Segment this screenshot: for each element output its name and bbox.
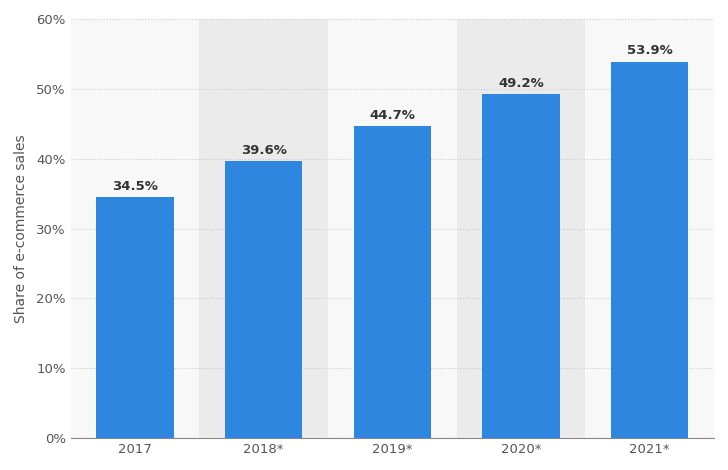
Bar xyxy=(456,19,585,438)
Text: 44.7%: 44.7% xyxy=(369,109,415,122)
Bar xyxy=(199,19,328,438)
Text: 39.6%: 39.6% xyxy=(241,144,287,157)
Text: 34.5%: 34.5% xyxy=(112,180,158,193)
Bar xyxy=(225,162,302,438)
Bar xyxy=(96,197,173,438)
Text: 53.9%: 53.9% xyxy=(627,44,673,57)
Text: 49.2%: 49.2% xyxy=(498,77,544,90)
Bar xyxy=(611,62,689,438)
Bar xyxy=(483,94,560,438)
Bar xyxy=(354,126,431,438)
Y-axis label: Share of e-commerce sales: Share of e-commerce sales xyxy=(14,134,28,323)
